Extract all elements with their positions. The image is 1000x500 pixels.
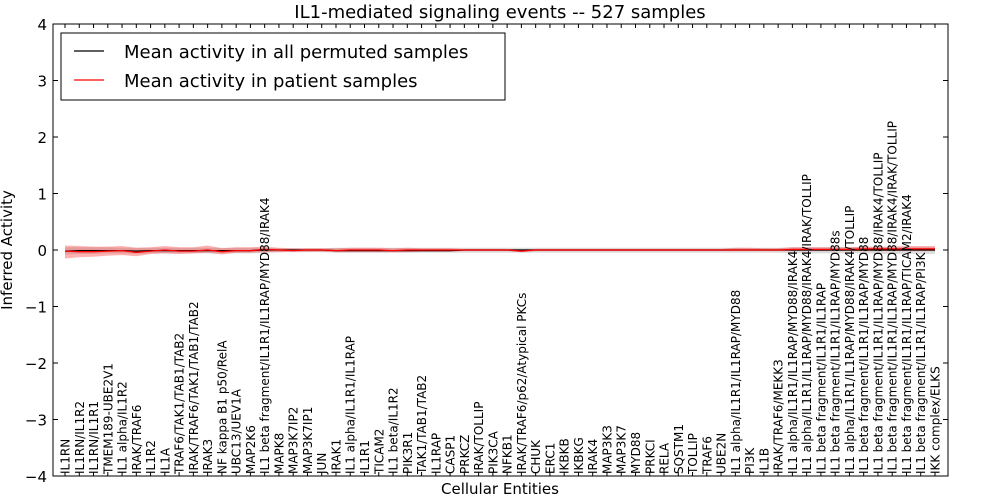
- y-tick-label: 1: [37, 186, 47, 204]
- chart-title: IL1-mediated signaling events -- 527 sam…: [294, 2, 705, 23]
- x-tick-label: MAP3K7IP1: [301, 407, 315, 474]
- plot-frame: [52, 23, 949, 477]
- x-tick-label: IL1 beta fragment/IL1R1/IL1RAP/TICAM2/IR…: [900, 194, 914, 474]
- x-tick-label: IL1RN: [59, 439, 73, 474]
- x-tick-label: IRAK1: [330, 439, 344, 474]
- x-tick-label: RELA: [658, 442, 672, 474]
- x-tick-label: IL1 alpha/IL1R2: [116, 381, 130, 474]
- y-tick-label: 0: [37, 242, 47, 260]
- x-tick-label: IRAK/TRAF6/p62/Atypical PKCs: [515, 293, 529, 474]
- x-tick-label: TOLLIP: [686, 433, 700, 475]
- x-tick-label: IL1A: [158, 447, 172, 474]
- legend-label-permuted: Mean activity in all permuted samples: [124, 42, 468, 63]
- y-axis-ticks: −4 −3 −2 −1 0 1 2 3 4: [25, 16, 948, 486]
- x-tick-label: IL1B: [757, 448, 771, 474]
- x-tick-label: PI3K: [743, 447, 757, 474]
- x-tick-label: NF kappa B1 p50/RelA: [215, 340, 229, 474]
- x-tick-label: UBC13/UEV1A: [230, 388, 244, 474]
- x-tick-label: IKBKB: [558, 438, 572, 474]
- x-tick-label: CHUK: [529, 439, 543, 474]
- x-tick-label: PIK3R1: [401, 432, 415, 474]
- x-tick-label: IL1 beta fragment/IL1R1/IL1RAP/MYD88/IRA…: [258, 197, 272, 474]
- series-lines: [64, 248, 935, 253]
- x-tick-label: MAPK8: [272, 433, 286, 474]
- x-tick-label: UBE2N: [715, 433, 729, 474]
- x-tick-label: IRAK4: [586, 439, 600, 474]
- x-tick-label: NFKB1: [501, 434, 515, 474]
- confidence-bands: [65, 245, 935, 259]
- x-tick-label: TRAF6: [700, 436, 714, 475]
- x-axis-label: Cellular Entities: [441, 480, 559, 498]
- y-tick-label: 4: [37, 16, 47, 34]
- x-tick-label: IL1RN/IL1R2: [73, 401, 87, 474]
- x-tick-label: PRKCZ: [458, 435, 472, 474]
- x-axis-ticks: IL1RN IL1RN/IL1R2 IL1RN/IL1R1 TMEM189-UBE2V…: [59, 24, 943, 476]
- x-tick-label: JUN: [315, 453, 329, 475]
- x-tick-label: ERC1: [543, 443, 557, 474]
- x-tick-label: SQSTM1: [672, 424, 686, 474]
- y-axis-label: Inferred Activity: [0, 190, 16, 310]
- x-tick-label: CASP1: [444, 435, 458, 474]
- x-tick-label: IRAK/TRAF6/TAK1/TAB1/TAB2: [187, 301, 201, 474]
- y-tick-label: −2: [25, 355, 47, 373]
- x-tick-label: MAP3K7: [615, 425, 629, 474]
- x-tick-label: MAP3K3: [601, 425, 615, 474]
- x-tick-label: IL1 beta fragment/IL1R1/IL1RAP/MYD88/IRA…: [872, 153, 886, 474]
- series-line-patient: [64, 248, 935, 253]
- legend-box: [60, 32, 506, 101]
- x-tick-label: IL1 beta fragment/IL1R1/IL1RAP/MYD88: [857, 237, 871, 474]
- x-tick-label: IKBKG: [572, 437, 586, 474]
- x-tick-label: MAP2K6: [244, 425, 258, 474]
- x-tick-label: TRAF6/TAK1/TAB1/TAB2: [173, 333, 187, 475]
- x-tick-label: IL1 beta/IL1R2: [387, 387, 401, 474]
- band-permuted: [65, 247, 935, 255]
- x-tick-label: IRAK/TOLLIP: [472, 402, 486, 474]
- x-tick-label: IL1 alpha/IL1R1/IL1RAP: [344, 336, 358, 474]
- x-tick-label: IL1 alpha/IL1R1/IL1RAP/MYD88/IRAK4/TOLLI…: [843, 206, 857, 474]
- y-tick-label: −1: [25, 299, 47, 317]
- legend: Mean activity in all permuted samples Me…: [60, 32, 506, 101]
- x-tick-label: MYD88: [629, 432, 643, 474]
- y-tick-label: 2: [37, 129, 47, 147]
- x-tick-label: IRAK/TRAF6/MEKK3: [772, 359, 786, 474]
- x-tick-label: IKK complex/ELKS: [929, 366, 943, 474]
- x-tick-label: IL1 alpha/IL1R1/IL1RAP/MYD88/IRAK4: [786, 251, 800, 474]
- x-tick-label: IL1 beta fragment/IL1R1/IL1RAP/PI3K: [914, 251, 928, 474]
- y-tick-label: 3: [37, 73, 47, 91]
- x-tick-label: IL1 beta fragment/IL1R1/IL1RAP/MYD88/IRA…: [886, 121, 900, 474]
- y-tick-label: −4: [25, 468, 47, 486]
- x-tick-label: PIK3CA: [486, 430, 500, 474]
- band-patient: [65, 245, 935, 259]
- x-tick-label: TAK1/TAB1/TAB2: [415, 375, 429, 475]
- x-tick-label: MAP3K7IP2: [287, 407, 301, 474]
- y-tick-label: −3: [25, 412, 47, 430]
- x-tick-label: IL1RN/IL1R1: [87, 401, 101, 474]
- x-tick-label: IL1R1: [358, 440, 372, 474]
- x-tick-label: IL1 alpha/IL1R1/IL1RAP/MYD88/IRAK4/IRAK/…: [800, 174, 814, 474]
- x-tick-label: IRAK3: [201, 439, 215, 474]
- x-tick-label: IL1RAP: [429, 433, 443, 474]
- x-tick-label: TICAM2: [372, 429, 386, 475]
- x-tick-label: PRKCI: [643, 439, 657, 474]
- x-tick-label: IRAK/TRAF6: [130, 405, 144, 474]
- x-tick-label: TMEM189-UBE2V1: [101, 363, 115, 475]
- legend-label-patient: Mean activity in patient samples: [124, 71, 418, 92]
- x-tick-label: IL1R2: [144, 440, 158, 474]
- x-tick-label: IL1 beta fragment/IL1R1/IL1RAP/MYD88s: [829, 230, 843, 474]
- x-tick-label: IL1 beta fragment/IL1R1/IL1RAP: [814, 283, 828, 474]
- x-tick-label: IL1 alpha/IL1R1/IL1RAP/MYD88: [729, 290, 743, 474]
